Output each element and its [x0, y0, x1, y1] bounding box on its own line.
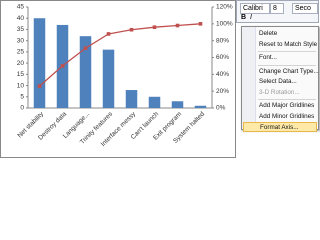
line-marker [198, 22, 203, 26]
y2-tick-label: 100% [216, 21, 233, 28]
y-tick-label: 5 [20, 93, 24, 100]
font-box[interactable]: Calibri [240, 3, 270, 14]
screen: 0 5 10 15 20 25 30 35 40 45 0% 20% 40% 60% 80% 100% 120%… [0, 0, 320, 158]
y2-tick-label: 120% [216, 4, 233, 11]
y-tick-label: 20 [17, 60, 25, 67]
line-marker [175, 23, 180, 28]
menu-item[interactable]: Reset to Match Style [259, 40, 318, 48]
y2-tick-label: 0% [216, 105, 226, 112]
bar [33, 18, 46, 108]
axis-select[interactable]: Seco [292, 3, 318, 14]
menu-item[interactable]: Add Minor Gridlines [259, 112, 315, 120]
line-marker [60, 64, 65, 68]
line-marker [37, 84, 42, 88]
y-tick-label: 0 [20, 105, 24, 112]
bar [125, 90, 138, 108]
bar [102, 49, 115, 108]
bar [148, 96, 161, 108]
chart: 0 5 10 15 20 25 30 35 40 45 0% 20% 40% 60% 80% 100% 120%… [0, 0, 236, 158]
line-marker [106, 32, 111, 36]
menu-item: 3-D Rotation... [259, 88, 300, 96]
mini-toolbar: Calibri 8 Seco B I [236, 0, 319, 23]
y-tick-label: 25 [17, 49, 25, 56]
menu-item[interactable]: Change Chart Type... [259, 67, 319, 75]
menu-separator [258, 64, 316, 66]
y-tick-label: 30 [17, 37, 25, 44]
y-tick-label: 40 [17, 15, 25, 22]
bold-button[interactable]: B [241, 14, 247, 21]
y-tick-label: 10 [17, 82, 25, 89]
y2-tick-label: 40% [216, 71, 229, 78]
menu-item[interactable]: Delete [259, 30, 278, 37]
menu-item[interactable]: Select Data... [259, 78, 297, 85]
menu-item[interactable]: Format Axis... [243, 122, 317, 132]
y-tick-label: 35 [17, 26, 25, 33]
menu-separator [258, 99, 316, 100]
bar [79, 36, 92, 108]
line-marker [129, 27, 134, 32]
y-tick-label: 15 [17, 71, 25, 78]
size-box[interactable]: 8 [270, 3, 284, 14]
y2-tick-label: 80% [216, 37, 229, 44]
plot-border [0, 0, 236, 158]
italic-button[interactable]: I [250, 14, 252, 21]
menu-item[interactable]: Add Major Gridlines [259, 102, 315, 109]
y2-tick-label: 60% [216, 54, 229, 61]
line-marker [152, 25, 157, 29]
line [39, 23, 201, 87]
menu-separator [258, 51, 316, 52]
y-tick-label: 45 [17, 4, 25, 11]
menu-item[interactable]: Font... [259, 54, 277, 61]
bar [194, 105, 207, 108]
line-marker [83, 46, 88, 51]
y2-tick-label: 20% [216, 88, 229, 95]
context-menu: Delete Reset to Match Style Font... Change … [241, 26, 319, 132]
bar [171, 101, 184, 108]
